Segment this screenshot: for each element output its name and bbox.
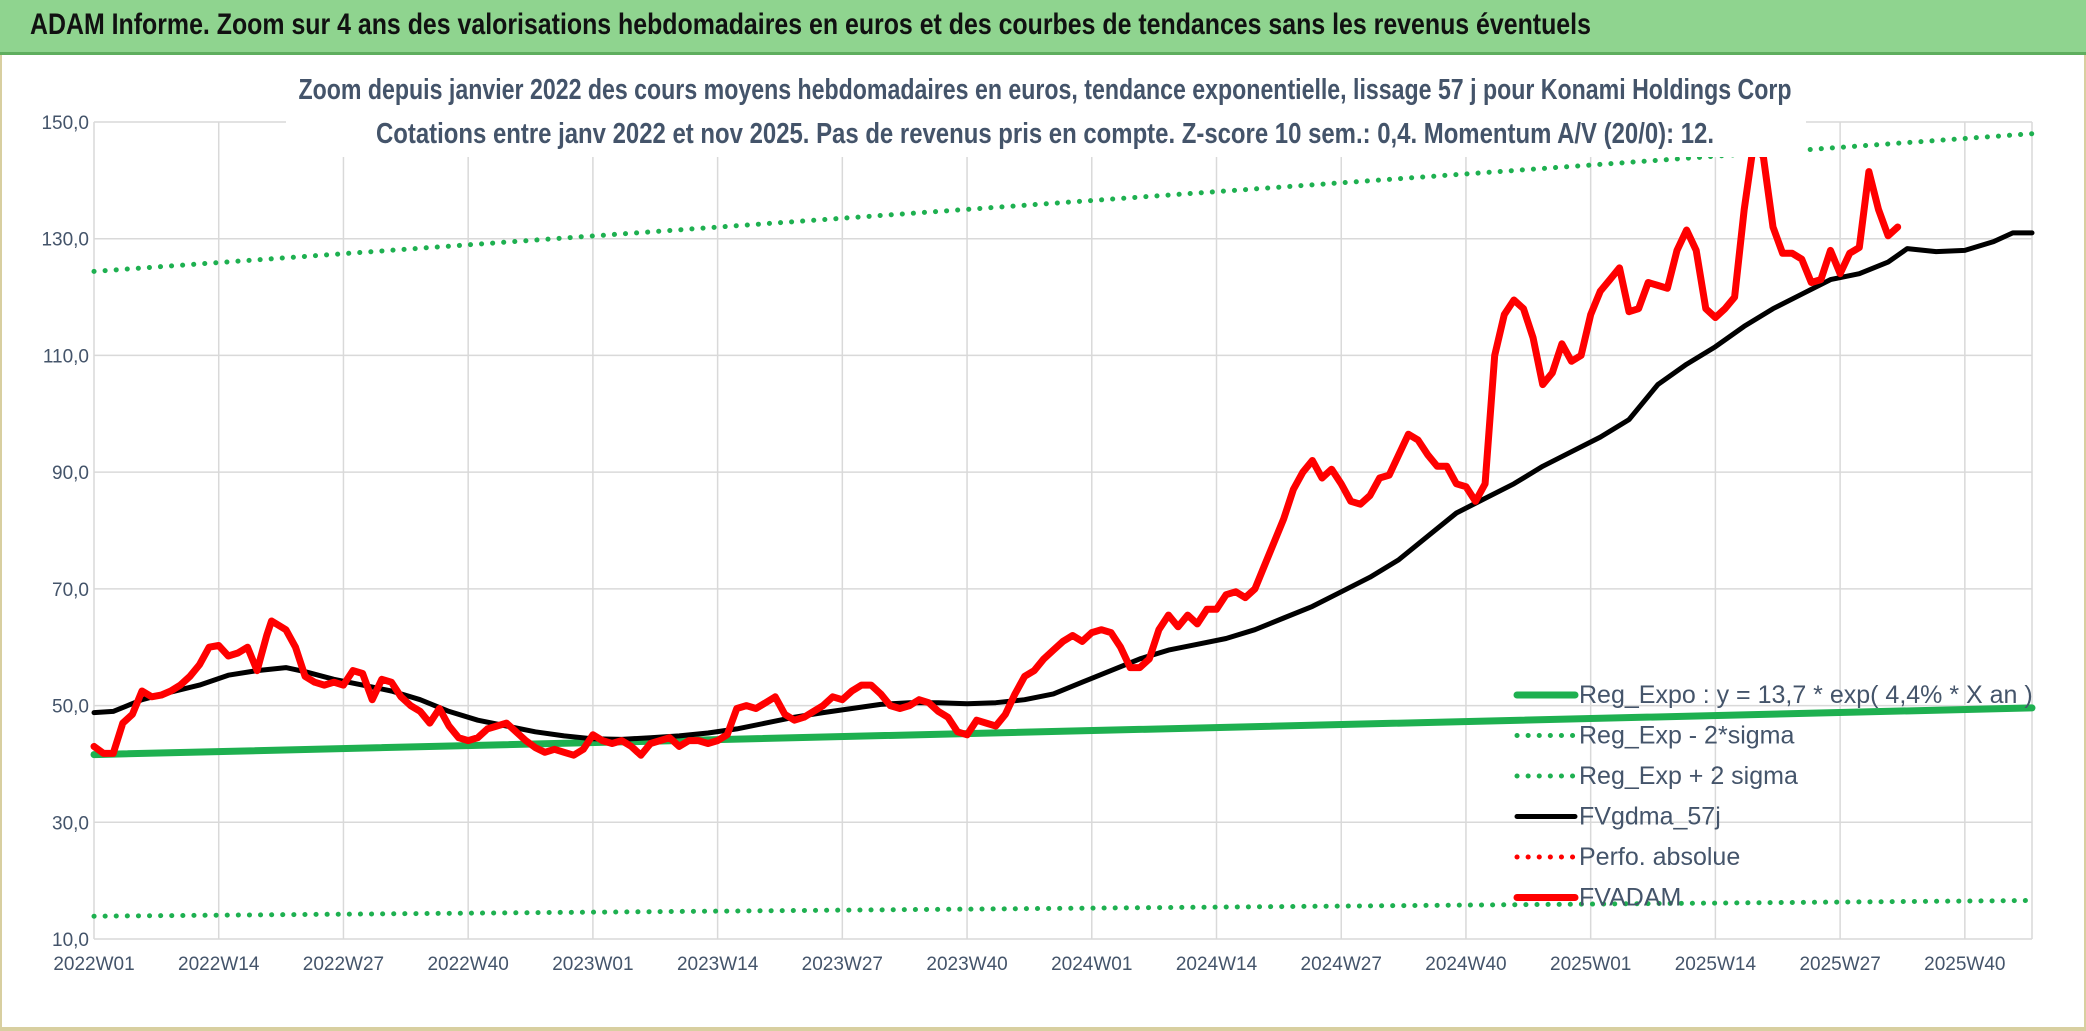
title-backdrop bbox=[286, 57, 1806, 157]
x-tick-label: 2022W14 bbox=[178, 954, 260, 975]
x-tick-label: 2023W27 bbox=[802, 954, 883, 975]
x-tick-label: 2024W27 bbox=[1301, 954, 1382, 975]
gridlines bbox=[93, 121, 2033, 940]
series-lines bbox=[90, 131, 2036, 919]
chart-frame: 10,0 30,0 50,0 70,0 90,0 110,0 130,0 150,0 2022… bbox=[0, 55, 2086, 1031]
x-tick-label: 2024W40 bbox=[1425, 954, 1506, 975]
series-line-3 bbox=[91, 230, 2035, 742]
x-tick-label: 2025W01 bbox=[1550, 954, 1631, 975]
x-tick-label: 2025W27 bbox=[1799, 954, 1880, 975]
y-tick-label: 10,0 bbox=[52, 930, 89, 951]
x-tick-label: 2025W14 bbox=[1675, 954, 1757, 975]
series-line-5 bbox=[90, 138, 1902, 759]
x-tick-label: 2025W40 bbox=[1924, 954, 2005, 975]
series-line-1 bbox=[91, 898, 2035, 919]
y-tick-label: 30,0 bbox=[52, 813, 89, 834]
y-tick-label: 150,0 bbox=[41, 113, 89, 134]
report-banner: ADAM Informe. Zoom sur 4 ans des valoris… bbox=[0, 0, 2086, 55]
x-tick-label: 2023W01 bbox=[552, 954, 633, 975]
line-chart: 10,0 30,0 50,0 70,0 90,0 110,0 130,0 150,0 2022… bbox=[41, 57, 2036, 975]
y-tick-label: 110,0 bbox=[43, 346, 89, 367]
report-title: ADAM Informe. Zoom sur 4 ans des valoris… bbox=[30, 8, 1591, 41]
legend-label-3: FVgdma_57j bbox=[1579, 803, 1721, 831]
x-tick-label: 2022W01 bbox=[53, 954, 134, 975]
x-tick-label: 2024W01 bbox=[1051, 954, 1132, 975]
series-line-0 bbox=[90, 704, 2036, 759]
legend: Reg_Expo : y = 13,7 * exp( 4,4% * X an )… bbox=[1513, 681, 2033, 912]
legend-label-2: Reg_Exp + 2 sigma bbox=[1579, 762, 1798, 790]
legend-label-4: Perfo. absolue bbox=[1579, 843, 1740, 871]
x-axis-ticks: 2022W01 2022W14 2022W27 2022W40 2023W01 2023W… bbox=[53, 954, 2005, 975]
y-axis-ticks: 10,0 30,0 50,0 70,0 90,0 110,0 130,0 150,0 bbox=[41, 113, 89, 951]
y-tick-label: 50,0 bbox=[52, 697, 89, 718]
y-tick-label: 90,0 bbox=[52, 463, 89, 484]
y-tick-label: 130,0 bbox=[41, 230, 89, 251]
legend-label-1: Reg_Exp - 2*sigma bbox=[1579, 722, 1794, 750]
x-tick-label: 2024W14 bbox=[1176, 954, 1258, 975]
x-tick-label: 2023W40 bbox=[926, 954, 1007, 975]
chart-subtitle: Cotations entre janv 2022 et nov 2025. P… bbox=[376, 118, 1714, 150]
x-tick-label: 2023W14 bbox=[677, 954, 759, 975]
x-tick-label: 2022W40 bbox=[427, 954, 508, 975]
y-tick-label: 70,0 bbox=[52, 580, 89, 601]
chart-title: Zoom depuis janvier 2022 des cours moyen… bbox=[299, 74, 1792, 106]
legend-label-0: Reg_Expo : y = 13,7 * exp( 4,4% * X an ) bbox=[1579, 681, 2033, 709]
x-tick-label: 2022W27 bbox=[303, 954, 384, 975]
legend-label-5: FVADAM bbox=[1579, 884, 1681, 912]
